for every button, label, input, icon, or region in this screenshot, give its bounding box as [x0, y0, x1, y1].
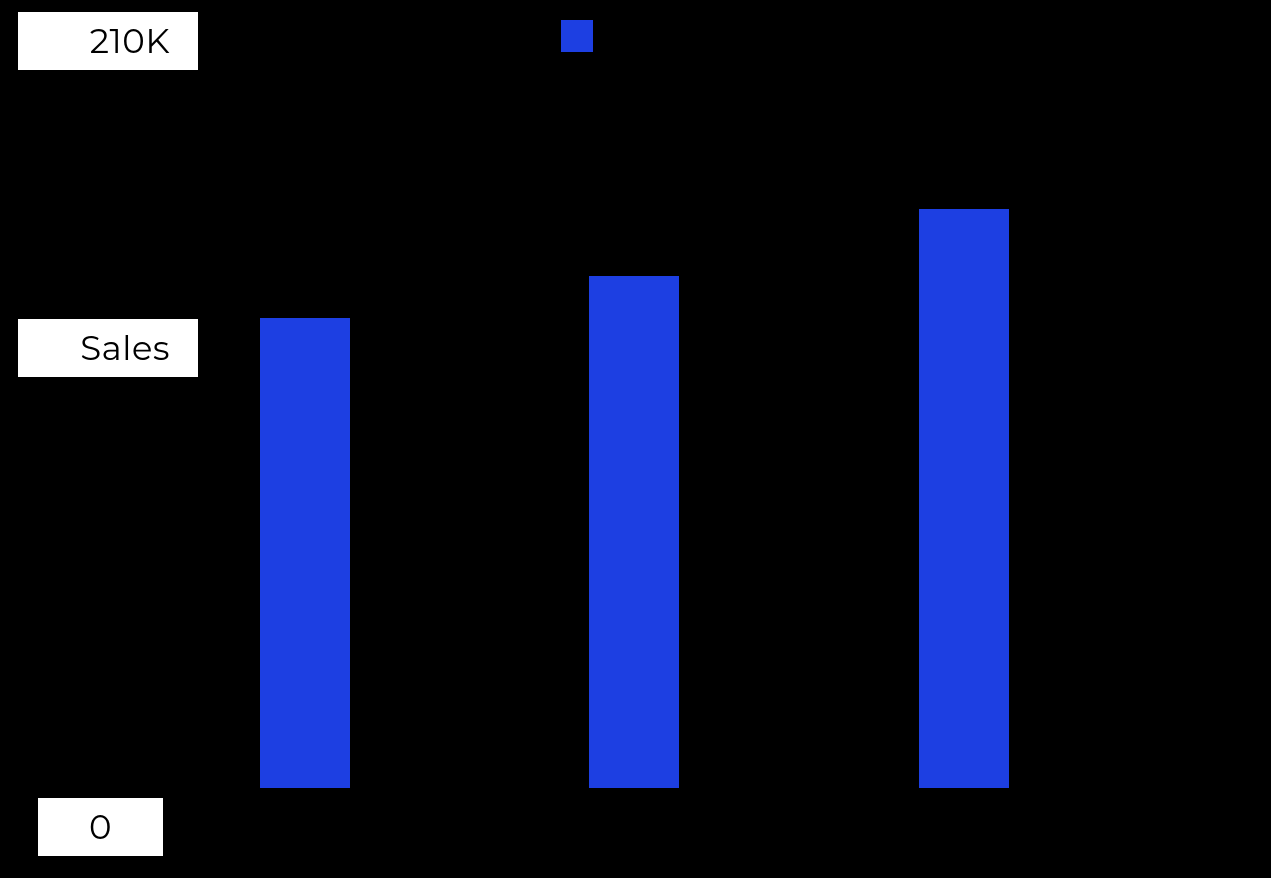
bar-2 [589, 276, 679, 788]
plot-area [218, 30, 1238, 788]
bar-chart: 210K Sales 0 [0, 0, 1271, 878]
y-axis-min-label: 0 [38, 798, 163, 856]
bar-3 [919, 209, 1009, 788]
y-axis-title: Sales [18, 319, 198, 377]
bar-1 [260, 318, 350, 788]
y-axis-max-label: 210K [18, 12, 198, 70]
